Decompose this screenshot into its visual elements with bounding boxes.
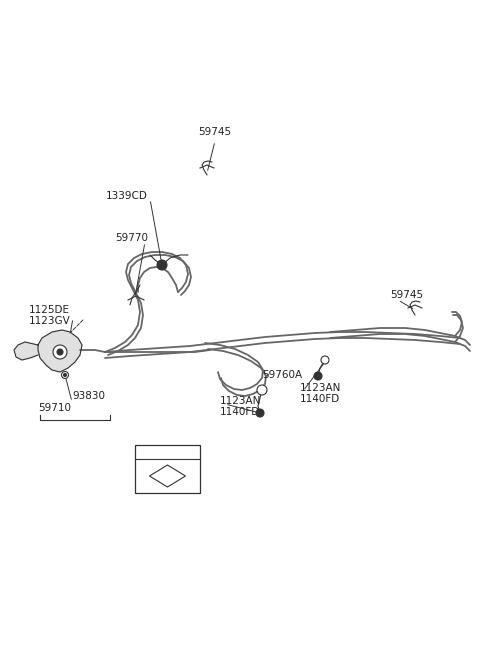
Circle shape bbox=[63, 373, 67, 377]
Circle shape bbox=[256, 409, 264, 417]
Circle shape bbox=[257, 385, 267, 395]
Text: 59745: 59745 bbox=[390, 290, 423, 300]
Circle shape bbox=[57, 349, 63, 355]
Text: 1123AN: 1123AN bbox=[220, 396, 262, 406]
Text: 59710: 59710 bbox=[38, 403, 71, 413]
Polygon shape bbox=[14, 342, 38, 360]
Text: 93830: 93830 bbox=[72, 391, 105, 401]
Text: 1339CD: 1339CD bbox=[106, 191, 148, 201]
Circle shape bbox=[321, 356, 329, 364]
Text: 84183: 84183 bbox=[152, 447, 183, 457]
Bar bbox=[135, 445, 200, 493]
Text: 1140FD: 1140FD bbox=[300, 394, 340, 404]
Text: 1123GV: 1123GV bbox=[29, 316, 71, 326]
Text: 59745: 59745 bbox=[198, 127, 231, 137]
Polygon shape bbox=[38, 330, 82, 372]
Circle shape bbox=[53, 345, 67, 359]
Circle shape bbox=[314, 372, 322, 380]
Polygon shape bbox=[149, 465, 185, 487]
Circle shape bbox=[157, 260, 167, 270]
Text: 1123AN: 1123AN bbox=[300, 383, 341, 393]
Text: 59770: 59770 bbox=[115, 233, 148, 243]
Text: 1125DE: 1125DE bbox=[29, 305, 70, 315]
Text: 59760A: 59760A bbox=[262, 370, 302, 380]
Text: 1140FD: 1140FD bbox=[220, 407, 260, 417]
Circle shape bbox=[61, 371, 69, 379]
Text: 84183: 84183 bbox=[147, 451, 180, 461]
